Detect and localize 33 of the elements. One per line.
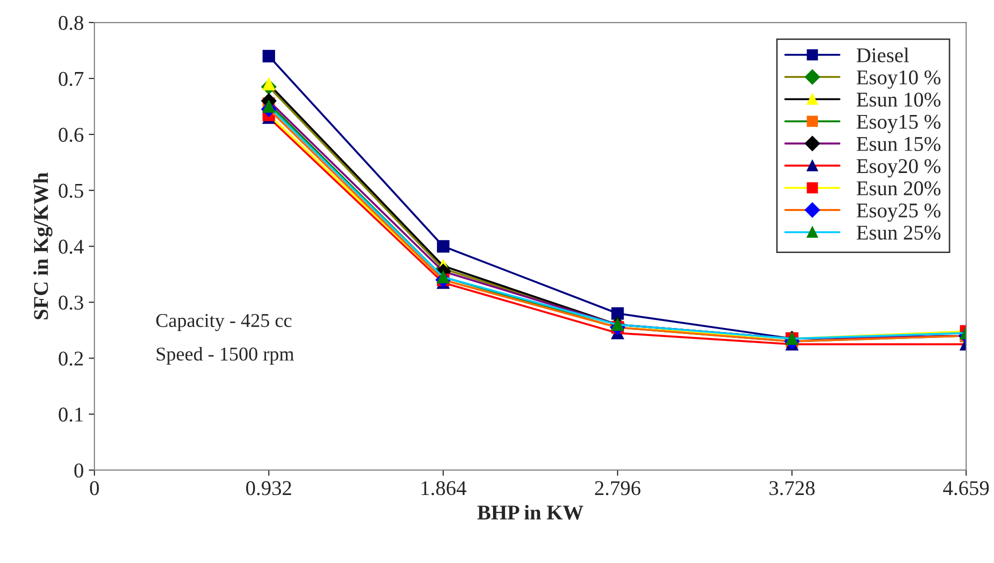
- legend-label: Esoy15 %: [856, 114, 940, 134]
- y-axis-title: SFC in Kg/KWh: [33, 172, 52, 320]
- y-tick-label: 0.7: [58, 72, 84, 86]
- point: [436, 240, 450, 253]
- y-tick-label: 0.4: [58, 240, 84, 254]
- legend-label: Esun 25%: [856, 226, 940, 240]
- x-tick-label: 1.864: [422, 481, 466, 496]
- annotation: Speed - 1500 rpm: [156, 346, 294, 365]
- legend-label: Esun 10%: [856, 92, 940, 107]
- y-tick-label: 0.1: [58, 408, 83, 422]
- legend-label: Esun 15%: [856, 136, 940, 152]
- legend-label: Esoy20 %: [856, 159, 940, 178]
- legend-label: Diesel: [856, 48, 909, 62]
- point: [262, 100, 276, 113]
- point: [611, 307, 624, 320]
- point: [262, 78, 276, 90]
- y-tick-label: 0: [74, 463, 84, 478]
- x-axis-title: BHP in KW: [477, 504, 584, 520]
- legend-label: Esoy10 %: [856, 70, 940, 89]
- point: [262, 50, 276, 62]
- x-tick-label: 3.728: [770, 481, 815, 496]
- y-tick-label: 0.6: [58, 128, 84, 142]
- legend-label: Esun 20%: [856, 181, 940, 196]
- x-tick-label: 0: [90, 481, 99, 496]
- y-tick-label: 0.8: [58, 16, 84, 30]
- y-tick-label: 0.5: [58, 184, 84, 198]
- x-tick-label: 2.796: [595, 481, 640, 496]
- y-tick-label: 0.2: [58, 352, 83, 366]
- annotation: Capacity - 425 cc: [156, 314, 292, 332]
- x-tick-label: 4.659: [943, 481, 989, 496]
- legend-label: Esoy25 %: [856, 203, 940, 222]
- x-tick-label: 0.932: [246, 481, 292, 496]
- y-tick-label: 0.3: [58, 296, 84, 310]
